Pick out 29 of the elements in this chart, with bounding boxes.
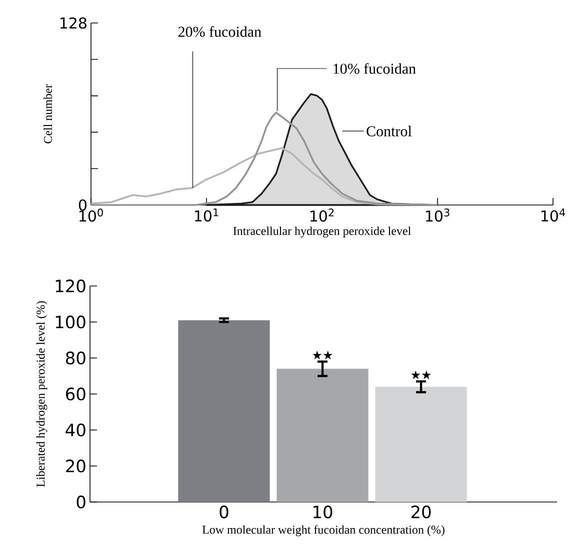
x-tick-label: 20 [411,506,431,518]
bar [178,320,270,502]
x-tick-label: 10$^{2}$ [310,208,334,222]
x-tick-label: 10$^{0}$ [80,208,103,222]
y-tick-label: 0 [76,496,86,508]
y-tick-label: 128 [60,17,86,29]
y-axis-title: Cell number [44,84,52,144]
annotation: ★★ [411,370,432,380]
bar [375,386,467,502]
x-tick-label: 10$^{4}$ [542,208,566,222]
series-label: Control [366,126,412,136]
x-axis-title: Low molecular weight fucoidan concentration (%) [202,525,444,536]
y-tick-label: 80 [66,352,86,364]
y-tick-label: 20 [66,460,86,472]
x-tick-label: 0 [220,506,228,518]
x-tick-label: 10$^{1}$ [195,208,218,222]
text: 10% fucoidan [334,63,416,74]
text: 20% fucoidan [178,26,262,37]
annotation: ★★ [312,350,332,360]
y-tick-label: 60 [66,388,86,400]
y-tick-label: 0 [78,199,86,211]
y-tick-label: 40 [66,424,86,436]
bar [276,368,368,502]
x-tick-label: 10$^{3}$ [426,208,450,222]
y-axis-title: Liberated hydrogen peroxide level (%) [36,301,48,487]
y-tick-label: 100 [56,316,86,328]
x-axis-title: Intracellular hydrogen peroxide level [233,226,411,238]
y-tick-label: 120 [56,280,86,292]
x-tick-label: 10 [314,506,332,518]
